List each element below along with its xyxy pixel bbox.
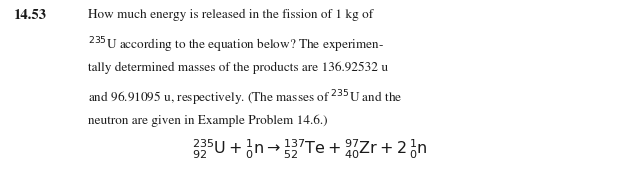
Text: tally determined masses of the products are 136.92532 u: tally determined masses of the products … — [88, 62, 388, 74]
Text: and 96.91095 u, respectively. (The masses of $^{235}$U and the: and 96.91095 u, respectively. (The masse… — [88, 89, 402, 108]
Text: neutron are given in Example Problem 14.6.): neutron are given in Example Problem 14.… — [88, 115, 327, 127]
Text: 14.53: 14.53 — [13, 9, 46, 22]
Text: How much energy is released in the fission of 1 kg of: How much energy is released in the fissi… — [88, 9, 373, 21]
Text: $^{235}$U according to the equation below? The experimen-: $^{235}$U according to the equation belo… — [88, 35, 384, 55]
Text: $^{235}_{92}\mathrm{U} + ^{1}_{0}\mathrm{n} \rightarrow ^{137}_{52}\mathrm{Te} +: $^{235}_{92}\mathrm{U} + ^{1}_{0}\mathrm… — [192, 138, 428, 161]
